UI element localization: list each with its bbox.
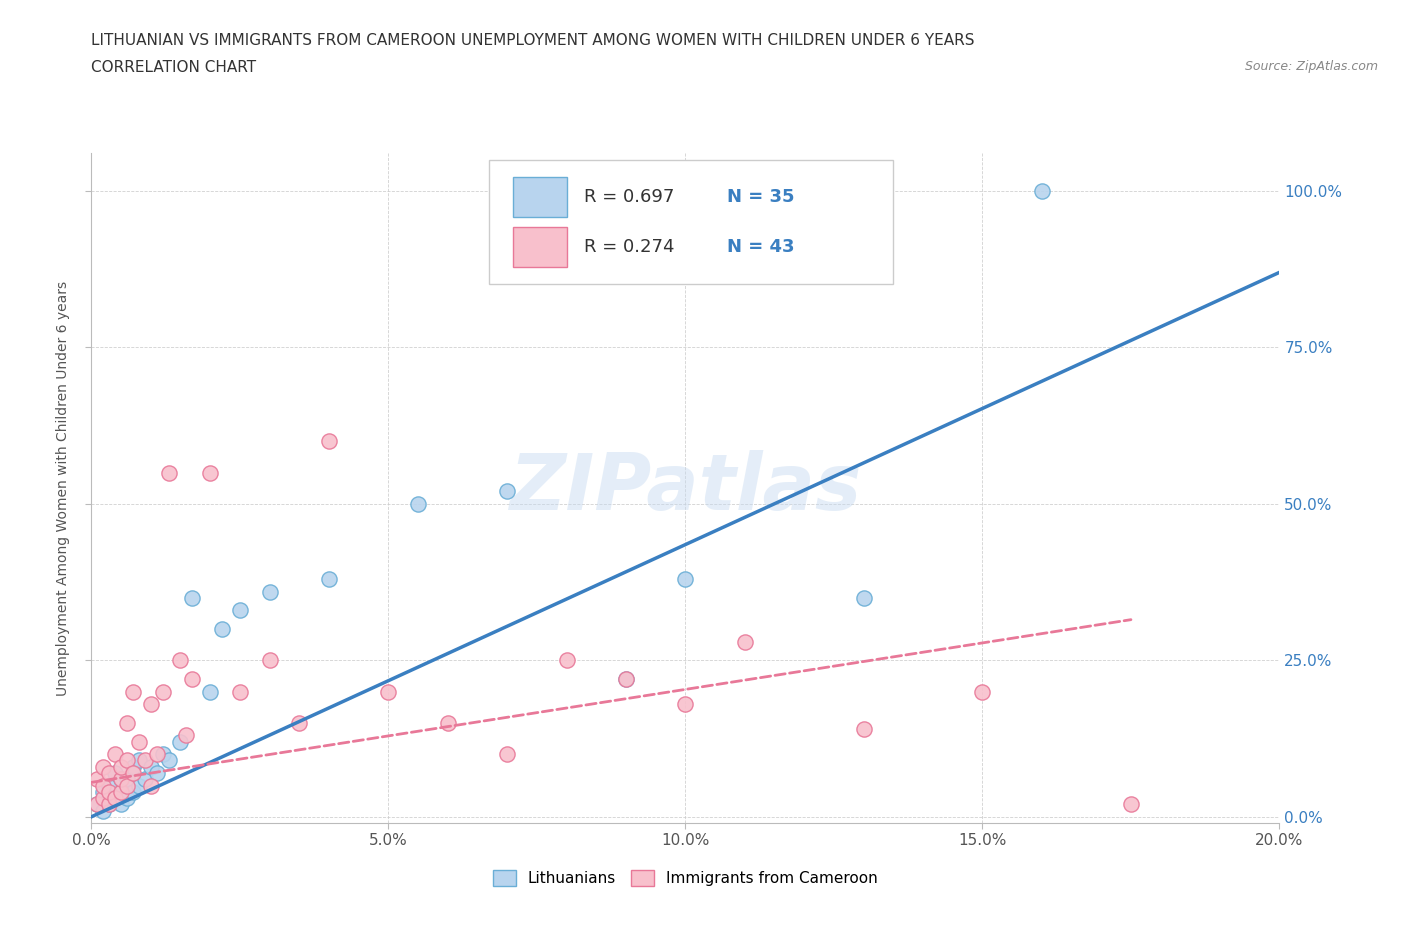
Point: [104, 765, 127, 780]
Point: [91, 804, 114, 818]
Point: [86, 797, 108, 812]
Point: [115, 715, 138, 730]
Point: [259, 653, 281, 668]
Point: [104, 747, 127, 762]
Point: [157, 465, 180, 480]
Point: [128, 778, 150, 793]
Point: [122, 759, 145, 774]
Point: [110, 784, 132, 799]
Point: [104, 790, 127, 805]
Point: [673, 697, 696, 711]
Point: [110, 797, 132, 812]
Text: ZIPatlas: ZIPatlas: [509, 450, 862, 526]
Point: [128, 753, 150, 768]
Text: CORRELATION CHART: CORRELATION CHART: [91, 60, 256, 75]
Point: [176, 728, 198, 743]
Point: [98, 778, 121, 793]
Point: [152, 747, 174, 762]
Point: [115, 753, 138, 768]
Point: [1031, 183, 1053, 198]
Point: [181, 671, 204, 686]
Point: [318, 434, 340, 449]
Point: [122, 784, 145, 799]
Point: [91, 784, 114, 799]
FancyBboxPatch shape: [513, 177, 567, 217]
Point: [139, 697, 162, 711]
Point: [673, 572, 696, 587]
Point: [110, 759, 132, 774]
Point: [152, 684, 174, 699]
Point: [555, 653, 578, 668]
Point: [104, 790, 127, 805]
Point: [169, 653, 191, 668]
Point: [200, 684, 222, 699]
Text: R = 0.697: R = 0.697: [585, 188, 675, 206]
Point: [852, 722, 875, 737]
Point: [115, 772, 138, 787]
Point: [614, 671, 637, 686]
Point: [110, 772, 132, 787]
Point: [139, 759, 162, 774]
Text: N = 35: N = 35: [727, 188, 794, 206]
Point: [157, 753, 180, 768]
Point: [86, 772, 108, 787]
Point: [200, 465, 222, 480]
Point: [229, 603, 252, 618]
Point: [110, 784, 132, 799]
Y-axis label: Unemployment Among Women with Children Under 6 years: Unemployment Among Women with Children U…: [56, 281, 70, 696]
Point: [734, 634, 756, 649]
Point: [852, 591, 875, 605]
Point: [128, 735, 150, 750]
Point: [406, 497, 429, 512]
Point: [614, 671, 637, 686]
Text: LITHUANIAN VS IMMIGRANTS FROM CAMEROON UNEMPLOYMENT AMONG WOMEN WITH CHILDREN UN: LITHUANIAN VS IMMIGRANTS FROM CAMEROON U…: [91, 33, 974, 47]
Point: [211, 621, 233, 636]
Point: [169, 735, 191, 750]
Point: [91, 790, 114, 805]
Point: [145, 747, 167, 762]
Point: [134, 753, 156, 768]
Point: [98, 797, 121, 812]
Point: [122, 765, 145, 780]
Point: [139, 778, 162, 793]
Point: [496, 747, 519, 762]
FancyBboxPatch shape: [489, 160, 893, 284]
Point: [91, 759, 114, 774]
Text: Source: ZipAtlas.com: Source: ZipAtlas.com: [1244, 60, 1378, 73]
Point: [98, 784, 121, 799]
Text: N = 43: N = 43: [727, 238, 794, 256]
Point: [98, 790, 121, 805]
Point: [115, 790, 138, 805]
Point: [288, 715, 311, 730]
Point: [229, 684, 252, 699]
Point: [181, 591, 204, 605]
Point: [436, 715, 458, 730]
FancyBboxPatch shape: [513, 227, 567, 267]
Point: [972, 684, 994, 699]
Point: [145, 765, 167, 780]
Point: [115, 778, 138, 793]
Point: [91, 778, 114, 793]
Point: [122, 684, 145, 699]
Point: [1119, 797, 1142, 812]
Point: [110, 772, 132, 787]
Point: [318, 572, 340, 587]
Text: R = 0.274: R = 0.274: [585, 238, 675, 256]
Point: [134, 772, 156, 787]
Point: [98, 765, 121, 780]
Point: [377, 684, 399, 699]
Point: [259, 584, 281, 599]
Legend: Lithuanians, Immigrants from Cameroon: Lithuanians, Immigrants from Cameroon: [486, 864, 884, 893]
Point: [496, 484, 519, 498]
Point: [86, 797, 108, 812]
Point: [98, 797, 121, 812]
